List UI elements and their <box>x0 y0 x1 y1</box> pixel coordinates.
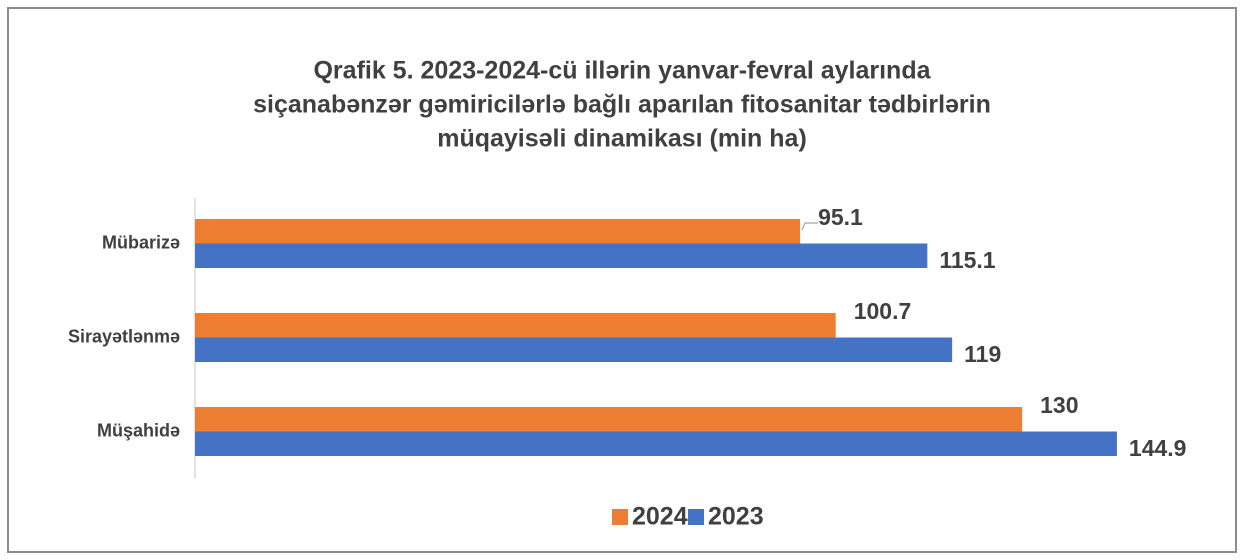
category-label: Sirayətlənmə <box>68 326 180 346</box>
data-label: 119 <box>964 341 1001 367</box>
bar <box>195 337 953 362</box>
chart-title: müqayisəli dinamikası (min ha) <box>437 125 807 153</box>
chart-title: siçanabənzər gəmiricilərlə bağlı aparıla… <box>253 91 991 119</box>
data-label: 144.9 <box>1129 435 1187 461</box>
category-label: Müşahidə <box>97 420 180 440</box>
chart-title: Qrafik 5. 2023-2024-cü illərin yanvar-fe… <box>313 57 931 85</box>
data-label: 115.1 <box>939 247 995 273</box>
legend-label: 2024 <box>632 503 688 531</box>
chart-border <box>7 7 1237 553</box>
bar <box>195 219 801 244</box>
legend-swatch <box>612 509 628 525</box>
legend-label: 2023 <box>708 503 764 531</box>
category-label: Mübarizə <box>102 232 180 252</box>
bar <box>195 313 836 338</box>
bar <box>195 431 1117 456</box>
bar <box>195 243 928 268</box>
data-label: 100.7 <box>854 298 912 324</box>
data-label: 130 <box>1040 392 1078 418</box>
bar <box>195 407 1023 432</box>
data-label: 95.1 <box>818 204 863 230</box>
leader-line <box>801 222 818 231</box>
legend-swatch <box>688 509 704 525</box>
